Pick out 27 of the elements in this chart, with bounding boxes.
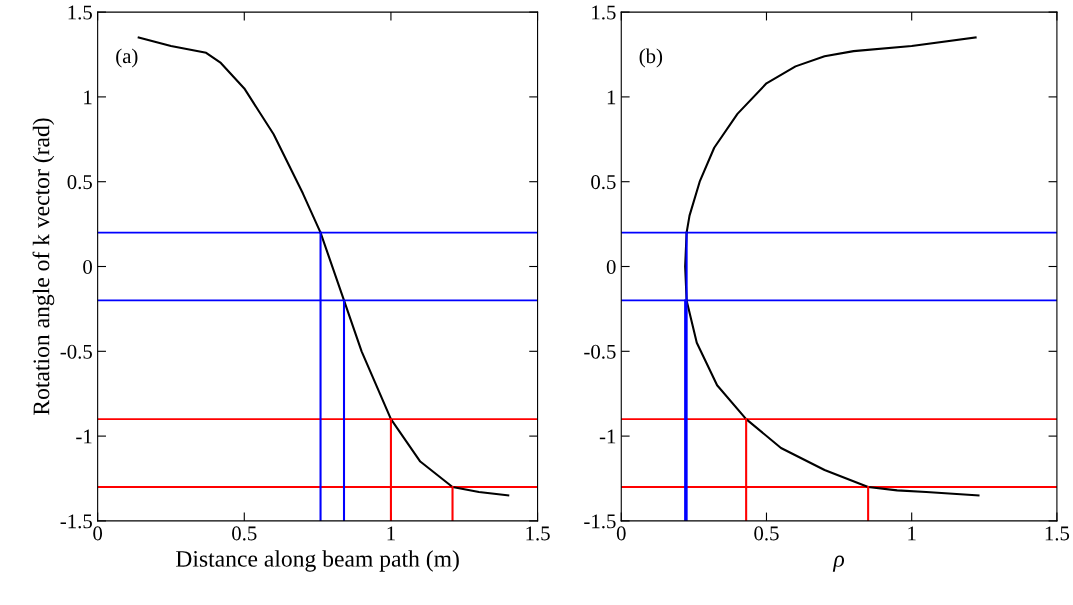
- x-axis-title: ρ: [832, 555, 845, 572]
- x-axis-title: Distance along beam path (m): [176, 550, 459, 572]
- y-tick-label: -1.5: [584, 514, 616, 529]
- y-tick-label: -1: [76, 429, 92, 444]
- y-tick-label: -1.5: [60, 514, 92, 529]
- y-tick-label: 1: [607, 90, 616, 105]
- x-tick-label: 1.5: [526, 526, 550, 541]
- annotation: (a): [116, 48, 138, 68]
- x-tick-label: 1: [387, 526, 395, 541]
- x-tick-label: 0.5: [754, 526, 779, 541]
- y-tick-label: 1.5: [68, 5, 92, 20]
- x-tick-label: 0: [616, 526, 626, 541]
- y-tick-label: 1: [84, 90, 92, 105]
- x-tick-label: 0.5: [232, 526, 257, 541]
- y-tick-label: 0: [606, 259, 616, 274]
- y-tick-label: 1.5: [592, 5, 616, 20]
- y-axis-title: Rotation angle of k vector (rad): [32, 118, 55, 415]
- x-tick-label: 0: [93, 526, 103, 541]
- y-tick-label: -1: [599, 429, 616, 444]
- x-tick-label: 1: [908, 526, 916, 541]
- y-tick-label: 0.5: [591, 175, 616, 190]
- y-tick-label: 0.5: [67, 175, 92, 190]
- x-tick-label: 1.5: [1045, 526, 1070, 541]
- y-tick-label: 0: [83, 259, 92, 274]
- y-tick-label: -0.5: [60, 344, 92, 359]
- annotation: (b): [639, 48, 663, 68]
- y-tick-label: -0.5: [584, 344, 616, 359]
